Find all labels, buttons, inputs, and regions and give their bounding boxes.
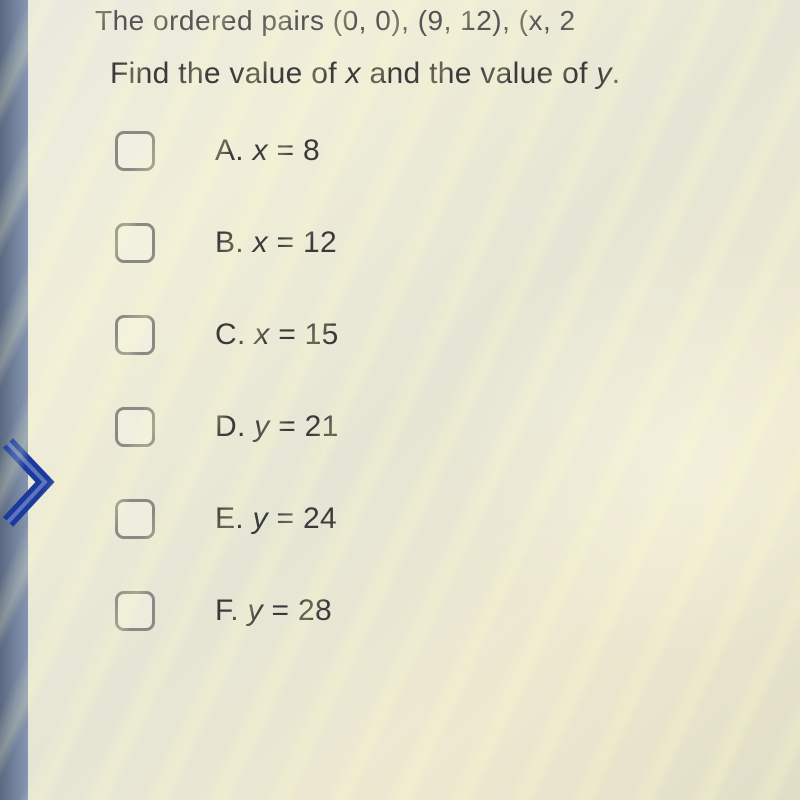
option-label-c: C. x = 15: [215, 318, 339, 352]
cutoff-text: The ordered pairs (0, 0), (9, 12), (x, 2: [35, 0, 800, 37]
option-eq: = 12: [268, 226, 337, 259]
question-prefix: Find the value of: [110, 57, 346, 90]
question-var-x: x: [346, 57, 361, 90]
option-letter: E.: [215, 502, 244, 535]
checkbox-b[interactable]: [115, 223, 155, 263]
option-e[interactable]: E. y = 24: [115, 499, 800, 539]
checkbox-d[interactable]: [115, 407, 155, 447]
options-list: A. x = 8 B. x = 12 C. x = 15 D. y = 21 E…: [35, 91, 800, 631]
option-letter: C.: [215, 318, 246, 351]
option-var: x: [253, 226, 268, 259]
checkbox-e[interactable]: [115, 499, 155, 539]
option-eq: = 28: [263, 594, 332, 627]
question-prompt: Find the value of x and the value of y.: [35, 37, 800, 91]
option-eq: = 15: [270, 318, 339, 351]
option-var: y: [254, 410, 269, 443]
checkbox-a[interactable]: [115, 131, 155, 171]
option-eq: = 8: [268, 134, 320, 167]
option-label-a: A. x = 8: [215, 134, 320, 168]
question-suffix: .: [612, 57, 621, 90]
option-var: x: [253, 134, 268, 167]
option-a[interactable]: A. x = 8: [115, 131, 800, 171]
option-letter: A.: [215, 134, 244, 167]
option-d[interactable]: D. y = 21: [115, 407, 800, 447]
option-label-d: D. y = 21: [215, 410, 339, 444]
chevron-right-icon: [0, 435, 55, 530]
option-label-b: B. x = 12: [215, 226, 337, 260]
question-mid: and the value of: [361, 57, 597, 90]
option-label-e: E. y = 24: [215, 502, 337, 536]
option-letter: D.: [215, 410, 246, 443]
option-letter: F.: [215, 594, 239, 627]
question-var-y: y: [596, 57, 611, 90]
option-var: y: [248, 594, 263, 627]
checkbox-c[interactable]: [115, 315, 155, 355]
option-eq: = 21: [270, 410, 339, 443]
option-b[interactable]: B. x = 12: [115, 223, 800, 263]
option-var: y: [253, 502, 268, 535]
option-f[interactable]: F. y = 28: [115, 591, 800, 631]
option-c[interactable]: C. x = 15: [115, 315, 800, 355]
checkbox-f[interactable]: [115, 591, 155, 631]
option-letter: B.: [215, 226, 244, 259]
question-content: The ordered pairs (0, 0), (9, 12), (x, 2…: [35, 0, 800, 683]
left-edge-bar: [0, 0, 28, 800]
option-var: x: [254, 318, 269, 351]
option-label-f: F. y = 28: [215, 594, 332, 628]
next-arrow-indicator: [0, 435, 55, 530]
option-eq: = 24: [268, 502, 337, 535]
